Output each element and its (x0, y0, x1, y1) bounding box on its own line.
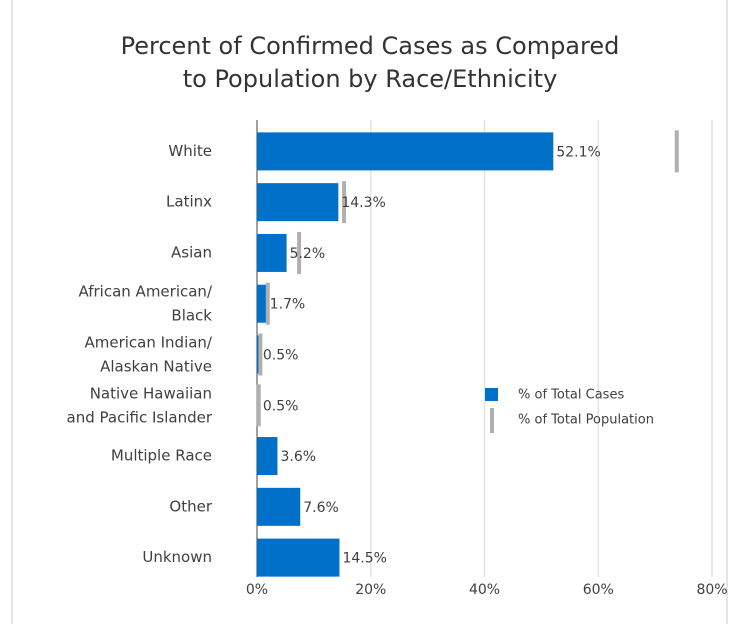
bar (257, 437, 278, 476)
x-tick-label: 80% (696, 582, 727, 598)
value-label: 1.7% (270, 297, 306, 313)
legend-swatch (485, 388, 498, 401)
y-tick-label: African American/Black (79, 282, 213, 324)
value-label: 0.5% (263, 348, 299, 364)
x-tick-label: 40% (469, 582, 500, 598)
y-tick-label: Unknown (142, 548, 212, 566)
y-tick-label: Other (169, 497, 212, 515)
chart-title: Percent of Confirmed Cases as Compared to… (121, 32, 620, 93)
value-label: 14.5% (342, 551, 386, 567)
value-label: 14.3% (341, 195, 385, 211)
frame (11, 0, 728, 624)
bar (257, 284, 267, 323)
bar (257, 183, 339, 222)
legend-label: % of Total Population (518, 413, 654, 428)
y-tick-label: White (168, 142, 212, 160)
x-tick-label: 20% (355, 582, 386, 598)
y-tick-label: American Indian/Alaskan Native (84, 333, 212, 375)
x-tick-label: 0% (246, 582, 268, 598)
bar (257, 538, 340, 577)
bar (257, 132, 554, 171)
legend-label: % of Total Cases (518, 388, 624, 403)
value-label: 52.1% (556, 144, 600, 160)
x-tick-label: 60% (583, 582, 614, 598)
y-tick-label: Multiple Race (111, 447, 212, 465)
value-label: 5.2% (290, 246, 326, 262)
y-tick-label: Latinx (166, 193, 212, 211)
y-tick-label: Native Hawaiian and Pacific Islander (67, 384, 213, 426)
value-label: 3.6% (280, 449, 316, 465)
value-label: 7.6% (303, 500, 339, 516)
value-label: 0.5% (263, 398, 299, 414)
y-tick-label: Asian (171, 243, 212, 261)
bar (257, 487, 301, 526)
bar (257, 233, 287, 272)
